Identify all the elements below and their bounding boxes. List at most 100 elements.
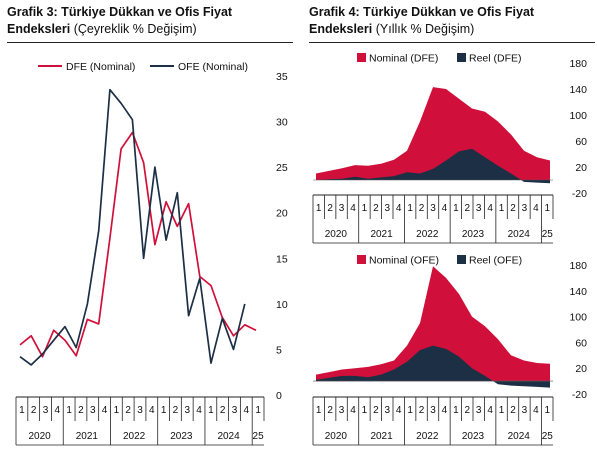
right-bottom-quarter-label: 3 bbox=[385, 405, 391, 416]
dfe-real-area bbox=[316, 148, 550, 184]
dfe-y-tick-label: 60 bbox=[575, 136, 587, 148]
ofe-nominal-legend-swatch bbox=[357, 255, 366, 264]
right-bottom-year-label: 2020 bbox=[325, 431, 348, 442]
quarterly-change-line-chart: 0 5 10 15 20 25 30 35 DFE (Nominal) OFE (Nominal)… bbox=[15, 61, 288, 446]
left-year-label: 2021 bbox=[76, 431, 99, 442]
left-quarter-label: 4 bbox=[196, 405, 202, 416]
left-quarter-label: 1 bbox=[255, 405, 261, 416]
right-bottom-quarter-label: 4 bbox=[487, 405, 493, 416]
right-top-quarter-label: 3 bbox=[522, 203, 528, 214]
ofe-nominal-legend-label: Nominal (OFE) bbox=[369, 255, 439, 267]
ofe-legend-label: OFE (Nominal) bbox=[178, 61, 248, 73]
right-bottom-quarter-label: 3 bbox=[476, 405, 482, 416]
ofe-y-tick-label: -20 bbox=[572, 389, 587, 401]
dfe-nominal-legend-label: Nominal (DFE) bbox=[369, 53, 438, 65]
right-bottom-quarter-label: 2 bbox=[373, 405, 379, 416]
right-top-quarter-label: 3 bbox=[339, 203, 345, 214]
right-top-year-label: 25 bbox=[542, 229, 554, 240]
dfe-nominal-area bbox=[316, 87, 550, 180]
left-quarter-label: 2 bbox=[173, 405, 179, 416]
right-bottom-quarter-label: 3 bbox=[522, 405, 528, 416]
left-quarter-label: 2 bbox=[78, 405, 84, 416]
right-top-quarter-label: 2 bbox=[465, 203, 471, 214]
ofe-y-tick-label: 100 bbox=[569, 312, 587, 324]
y-tick-label: 25 bbox=[276, 162, 288, 174]
left-year-label: 2024 bbox=[217, 431, 240, 442]
left-year-label: 25 bbox=[253, 431, 265, 442]
y-tick-label: 0 bbox=[276, 390, 282, 402]
y-tick-label: 35 bbox=[276, 71, 288, 83]
ofe-real-legend-label: Reel (OFE) bbox=[469, 255, 522, 267]
left-quarter-label: 1 bbox=[161, 405, 167, 416]
left-chart-title-bold: Grafik 3: Türkiye Dükkan ve Ofis Fiyat E… bbox=[7, 5, 233, 36]
right-top-year-label: 2022 bbox=[416, 229, 439, 240]
right-bottom-quarter-label: 2 bbox=[510, 405, 516, 416]
left-quarter-label: 2 bbox=[220, 405, 226, 416]
right-top-year-label: 2024 bbox=[508, 229, 531, 240]
ofe-y-tick-label: 60 bbox=[575, 337, 587, 349]
ofe-y-tick-label: 140 bbox=[569, 286, 587, 298]
right-top-quarter-label: 1 bbox=[545, 203, 551, 214]
ofe-nominal-area bbox=[316, 266, 550, 382]
right-top-quarter-label: 3 bbox=[385, 203, 391, 214]
right-bottom-quarter-label: 3 bbox=[339, 405, 345, 416]
right-top-quarter-label: 2 bbox=[373, 203, 379, 214]
left-quarter-label: 2 bbox=[125, 405, 131, 416]
ofe-y-tick-label: 20 bbox=[575, 363, 587, 375]
right-bottom-year-label: 25 bbox=[542, 431, 554, 442]
right-bottom-year-label: 2023 bbox=[462, 431, 485, 442]
right-bottom-year-label: 2021 bbox=[370, 431, 393, 442]
right-bottom-quarter-label: 2 bbox=[419, 405, 425, 416]
left-quarter-label: 3 bbox=[90, 405, 96, 416]
right-top-quarter-label: 4 bbox=[442, 203, 448, 214]
right-bottom-quarter-label: 1 bbox=[499, 405, 505, 416]
left-title-rule bbox=[7, 42, 293, 43]
left-quarter-label: 1 bbox=[208, 405, 214, 416]
left-quarter-label: 4 bbox=[149, 405, 155, 416]
left-quarter-label: 3 bbox=[232, 405, 238, 416]
dfe-real-legend-label: Reel (DFE) bbox=[469, 53, 522, 65]
y-tick-label: 5 bbox=[276, 344, 282, 356]
dfe-y-tick-label: -20 bbox=[572, 188, 587, 200]
right-bottom-quarter-label: 1 bbox=[453, 405, 459, 416]
dfe-y-tick-label: 140 bbox=[569, 84, 587, 96]
left-quarter-label: 3 bbox=[184, 405, 190, 416]
right-top-quarter-label: 3 bbox=[476, 203, 482, 214]
left-quarter-label: 4 bbox=[244, 405, 250, 416]
right-bottom-quarter-label: 1 bbox=[316, 405, 322, 416]
right-bottom-quarter-label: 4 bbox=[533, 405, 539, 416]
y-tick-label: 10 bbox=[276, 299, 288, 311]
right-bottom-quarter-label: 4 bbox=[396, 405, 402, 416]
right-top-quarter-label: 4 bbox=[533, 203, 539, 214]
right-bottom-quarter-label: 1 bbox=[545, 405, 551, 416]
y-tick-label: 15 bbox=[276, 253, 288, 265]
right-top-year-label: 2023 bbox=[462, 229, 485, 240]
right-top-quarter-label: 1 bbox=[316, 203, 322, 214]
y-tick-label: 20 bbox=[276, 208, 288, 220]
right-top-quarter-label: 2 bbox=[419, 203, 425, 214]
right-bottom-quarter-label: 1 bbox=[407, 405, 413, 416]
right-bottom-year-label: 2022 bbox=[416, 431, 439, 442]
dfe-y-tick-label: 20 bbox=[575, 162, 587, 174]
right-top-quarter-label: 4 bbox=[396, 203, 402, 214]
left-year-label: 2022 bbox=[123, 431, 146, 442]
right-bottom-quarter-label: 3 bbox=[430, 405, 436, 416]
ofe-real-area bbox=[316, 345, 550, 388]
left-quarter-label: 1 bbox=[114, 405, 120, 416]
right-top-year-label: 2020 bbox=[325, 229, 348, 240]
right-top-quarter-label: 1 bbox=[407, 203, 413, 214]
ofe-real-legend-swatch bbox=[457, 255, 466, 264]
y-tick-label: 30 bbox=[276, 117, 288, 129]
dfe-y-tick-label: 100 bbox=[569, 110, 587, 122]
right-bottom-quarter-label: 2 bbox=[465, 405, 471, 416]
right-top-year-label: 2021 bbox=[370, 229, 393, 240]
left-chart-title: Grafik 3: Türkiye Dükkan ve Ofis Fiyat E… bbox=[7, 4, 287, 38]
right-bottom-quarter-label: 2 bbox=[327, 405, 333, 416]
left-chart-title-sub: (Çeyreklik % Değişim) bbox=[73, 22, 197, 36]
right-title-rule bbox=[309, 42, 595, 43]
ofe-y-tick-label: 180 bbox=[569, 260, 587, 272]
ofe-nominal-line bbox=[19, 88, 246, 366]
left-year-label: 2023 bbox=[170, 431, 193, 442]
right-top-quarter-label: 4 bbox=[487, 203, 493, 214]
right-top-quarter-label: 3 bbox=[430, 203, 436, 214]
